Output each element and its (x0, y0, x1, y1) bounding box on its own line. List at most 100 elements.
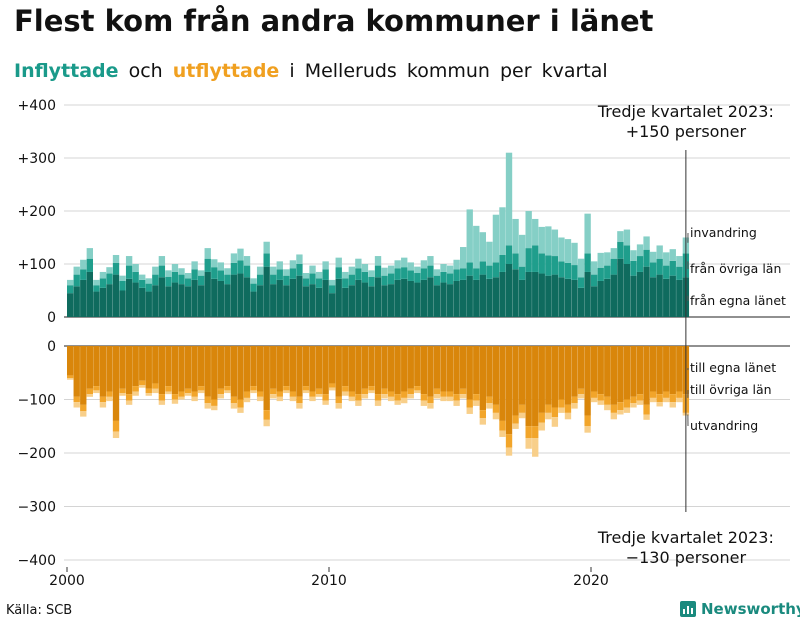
bar-inflow-from-own-county (289, 278, 297, 317)
bar-inflow-from-own-county (623, 264, 631, 317)
bar-inflow-immigration (617, 231, 624, 242)
bar-inflow-from-own-county (479, 274, 486, 317)
bar-outflow-to-other-counties (636, 394, 644, 401)
bar-outflow-emigration (224, 390, 231, 394)
bar-outflow-emigration (669, 402, 676, 408)
bar-inflow-from-own-county (276, 279, 283, 317)
bar-inflow-immigration (545, 226, 552, 256)
bar-outflow-to-other-counties (322, 394, 329, 401)
bar-inflow-from-other-counties (538, 253, 545, 274)
bar-outflow-to-other-counties (545, 404, 552, 413)
bar-outflow-to-own-county (460, 346, 467, 389)
bar-inflow-immigration (401, 257, 408, 268)
bar-outflow-to-other-counties (309, 391, 316, 397)
bar-inflow-immigration (237, 248, 244, 261)
bar-inflow-from-own-county (420, 279, 428, 317)
bar-inflow-immigration (67, 279, 74, 286)
bar-inflow-from-other-counties (80, 269, 87, 280)
bar-inflow-from-own-county (355, 279, 362, 317)
bar-outflow-to-own-county (243, 346, 251, 392)
bar-outflow-to-own-county (171, 346, 179, 395)
bar-outflow-to-other-counties (604, 396, 611, 405)
bar-inflow-from-own-county (112, 274, 120, 317)
bar-inflow-from-own-county (505, 264, 513, 317)
bar-outflow-emigration (433, 394, 441, 399)
bar-outflow-to-own-county (250, 346, 257, 387)
bar-outflow-emigration (198, 390, 205, 394)
bar-inflow-from-own-county (401, 278, 408, 317)
bar-outflow-emigration (184, 393, 192, 396)
bar-inflow-from-own-county (597, 280, 604, 317)
bar-outflow-emigration (427, 403, 434, 409)
bar-inflow-from-other-counties (460, 268, 467, 280)
bar-outflow-to-other-counties (296, 396, 303, 404)
bar-outflow-to-own-county (355, 346, 362, 395)
bar-inflow-from-own-county (473, 279, 480, 317)
bar-outflow-to-own-county (486, 346, 493, 397)
bar-outflow-to-other-counties (67, 375, 74, 379)
bar-inflow-from-own-county (165, 286, 172, 317)
bar-outflow-to-other-counties (571, 396, 578, 404)
bar-inflow-immigration (381, 267, 388, 276)
bar-outflow-emigration (479, 418, 486, 425)
bar-inflow-from-own-county (119, 290, 126, 317)
bar-outflow-to-other-counties (610, 404, 617, 413)
bar-outflow-to-own-county (656, 346, 663, 395)
bar-outflow-to-own-county (211, 346, 218, 400)
bar-outflow-emigration (597, 400, 604, 405)
bar-outflow-emigration (86, 394, 93, 397)
bar-inflow-immigration (394, 260, 401, 269)
bar-outflow-emigration (387, 396, 395, 402)
bar-inflow-from-own-county (460, 279, 467, 317)
bar-inflow-from-other-counties (656, 258, 663, 275)
bar-inflow-immigration (276, 261, 283, 270)
bar-inflow-immigration (433, 269, 441, 276)
bar-outflow-to-own-county (584, 346, 591, 416)
bar-inflow-from-own-county (329, 293, 336, 317)
bar-inflow-from-own-county (152, 285, 159, 317)
bar-outflow-to-other-counties (466, 399, 473, 408)
bar-inflow-from-own-county (250, 291, 257, 317)
bar-outflow-to-other-counties (453, 394, 460, 401)
bar-outflow-emigration (263, 419, 270, 427)
bar-inflow-immigration (558, 237, 565, 262)
bar-outflow-emigration (165, 391, 172, 395)
bar-outflow-emigration (191, 396, 198, 402)
bar-inflow-from-own-county (106, 284, 113, 317)
bar-inflow-immigration (407, 262, 414, 271)
bar-inflow-immigration (296, 254, 303, 264)
bar-inflow-from-other-counties (132, 271, 139, 283)
bar-outflow-to-other-counties (564, 404, 572, 413)
bar-inflow-immigration (564, 239, 572, 263)
bar-outflow-to-own-county (551, 346, 559, 408)
bar-inflow-immigration (204, 248, 211, 259)
bar-outflow-to-other-counties (198, 386, 205, 391)
bar-outflow-to-own-county (649, 346, 657, 392)
bar-inflow-immigration (663, 252, 670, 266)
bar-outflow-to-other-counties (224, 386, 231, 391)
bar-outflow-to-own-county (394, 346, 401, 395)
bar-inflow-from-other-counties (302, 278, 310, 287)
bar-inflow-from-own-county (499, 271, 506, 317)
bar-outflow-emigration (486, 403, 493, 409)
bar-inflow-from-other-counties (158, 265, 166, 278)
bar-inflow-immigration (518, 234, 526, 267)
bar-inflow-from-own-county (184, 286, 192, 317)
bar-outflow-emigration (145, 393, 152, 396)
bar-inflow-immigration (125, 256, 133, 266)
bar-inflow-from-other-counties (67, 285, 74, 294)
bar-outflow-emigration (315, 394, 323, 397)
bar-inflow-from-other-counties (224, 274, 231, 285)
annotation-bottom-line2: −130 personer (626, 548, 747, 567)
bar-inflow-immigration (453, 259, 460, 270)
bar-outflow-to-other-counties (106, 391, 113, 397)
bar-inflow-from-other-counties (676, 266, 683, 280)
bar-outflow-to-other-counties (217, 388, 224, 395)
bar-inflow-immigration (368, 270, 375, 277)
bar-outflow-to-own-county (165, 346, 172, 387)
bar-inflow-immigration (348, 266, 355, 275)
bar-inflow-immigration (597, 252, 604, 268)
bar-inflow-immigration (270, 266, 277, 275)
bar-outflow-emigration (577, 394, 585, 399)
bar-outflow-to-own-county (591, 346, 598, 392)
